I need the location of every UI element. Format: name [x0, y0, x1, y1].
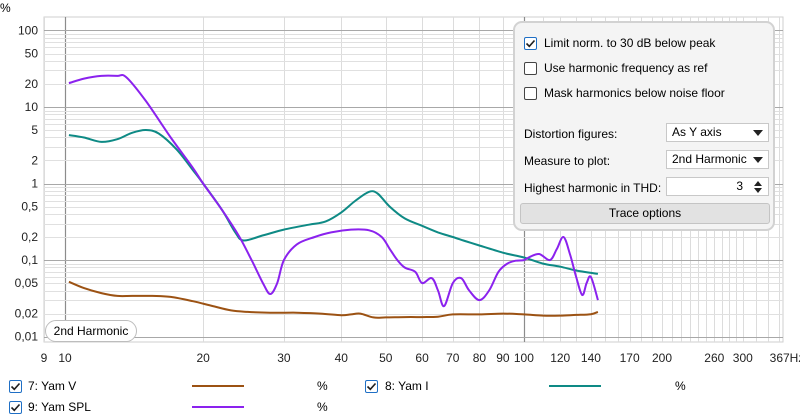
- x-tick-label: 80: [473, 351, 487, 365]
- x-tick-label: 260: [704, 351, 724, 365]
- y-tick-label: 0,2: [21, 230, 38, 244]
- legend-item-yam-v[interactable]: [9, 378, 22, 394]
- distortion-options-panel: Limit norm. to 30 dB below peak Use harm…: [513, 21, 775, 231]
- x-tick-label: 50: [379, 351, 393, 365]
- legend-unit-yam-v: %: [317, 379, 328, 393]
- mask-harmonics-checkbox[interactable]: [524, 86, 537, 100]
- y-tick-label: 1: [31, 177, 38, 191]
- spin-up-icon[interactable]: [754, 181, 762, 186]
- limit-norm-checkbox[interactable]: [524, 36, 537, 50]
- y-tick-label: 20: [25, 77, 39, 91]
- mask-harmonics-label: Mask harmonics below noise floor: [544, 86, 725, 100]
- y-tick-label: 100: [18, 23, 38, 37]
- legend-swatch-yam-v: [192, 385, 244, 387]
- trace-options-button[interactable]: Trace options: [520, 203, 770, 224]
- highest-harmonic-spinner[interactable]: 3: [666, 177, 769, 196]
- check-icon: [366, 382, 377, 390]
- y-tick-label: 10: [25, 100, 39, 114]
- legend-swatch-yam-i: [549, 385, 601, 387]
- legend-item-yam-spl[interactable]: [9, 399, 22, 415]
- check-icon: [10, 382, 21, 390]
- x-tick-label: 60: [415, 351, 429, 365]
- measure-to-plot-select[interactable]: 2nd Harmonic: [666, 150, 769, 169]
- distortion-figures-value: As Y axis: [672, 125, 722, 139]
- limit-norm-label: Limit norm. to 30 dB below peak: [544, 36, 716, 50]
- x-tick-label: 300: [733, 351, 753, 365]
- mask-harmonics-option[interactable]: Mask harmonics below noise floor: [524, 84, 725, 102]
- y-tick-label: 2: [31, 153, 38, 167]
- x-tick-label: 30: [277, 351, 291, 365]
- y-axis-unit: %: [0, 1, 11, 15]
- x-tick-label: 90: [496, 351, 510, 365]
- x-tick-label: 367Hz: [770, 351, 800, 365]
- legend-name-yam-spl: 9: Yam SPL: [28, 400, 91, 414]
- x-tick-label: 170: [620, 351, 640, 365]
- x-tick-label: 40: [335, 351, 349, 365]
- x-tick-label: 120: [550, 351, 570, 365]
- harmonic-ref-checkbox[interactable]: [524, 61, 537, 75]
- spin-down-icon[interactable]: [754, 188, 762, 193]
- check-icon: [10, 403, 21, 411]
- series-line-3: [68, 73, 599, 308]
- x-tick-label: 140: [581, 351, 601, 365]
- legend-checkbox-yam-i[interactable]: [365, 379, 378, 393]
- harmonic-ref-label: Use harmonic frequency as ref: [544, 61, 708, 75]
- x-tick-label: 10: [58, 351, 72, 365]
- legend-unit-yam-i: %: [675, 379, 686, 393]
- series-line-2: [68, 128, 599, 275]
- y-tick-label: 0,1: [21, 253, 38, 267]
- legend-name-yam-v: 7: Yam V: [28, 379, 77, 393]
- legend-item-yam-i[interactable]: [365, 378, 378, 394]
- check-icon: [525, 39, 536, 47]
- highest-harmonic-label: Highest harmonic in THD:: [524, 181, 662, 195]
- measure-to-plot-value: 2nd Harmonic: [672, 152, 747, 166]
- x-tick-label: 100: [514, 351, 534, 365]
- series-lines: [68, 73, 599, 319]
- x-tick-label: 70: [446, 351, 460, 365]
- series-line-1: [68, 280, 599, 319]
- legend-unit-yam-spl: %: [317, 400, 328, 414]
- distortion-figures-label: Distortion figures:: [524, 127, 618, 141]
- measure-badge: 2nd Harmonic: [45, 320, 137, 342]
- highest-harmonic-value: 3: [736, 179, 743, 193]
- limit-norm-option[interactable]: Limit norm. to 30 dB below peak: [524, 34, 715, 52]
- distortion-figures-select[interactable]: As Y axis: [666, 123, 769, 142]
- tick-labels: 9 10 20 30 40 50 60 70 80 90 100 120 140 170 200 260 300…: [15, 23, 800, 365]
- y-tick-label: 5: [31, 123, 38, 137]
- chevron-down-icon: [753, 130, 763, 136]
- legend-swatch-yam-spl: [192, 406, 244, 408]
- y-tick-label: 0,01: [15, 330, 39, 344]
- legend-name-yam-i: 8: Yam I: [385, 379, 429, 393]
- y-tick-label: 0,02: [15, 307, 39, 321]
- x-tick-label: 9: [41, 351, 48, 365]
- legend-checkbox-yam-spl[interactable]: [9, 400, 22, 414]
- y-tick-label: 0,5: [21, 200, 38, 214]
- legend-checkbox-yam-v[interactable]: [9, 379, 22, 393]
- y-tick-label: 0,05: [15, 276, 39, 290]
- x-tick-label: 200: [652, 351, 672, 365]
- chevron-down-icon: [753, 157, 763, 163]
- x-tick-label: 20: [196, 351, 210, 365]
- harmonic-ref-option[interactable]: Use harmonic frequency as ref: [524, 59, 707, 77]
- measure-to-plot-label: Measure to plot:: [524, 154, 611, 168]
- y-tick-label: 50: [25, 47, 39, 61]
